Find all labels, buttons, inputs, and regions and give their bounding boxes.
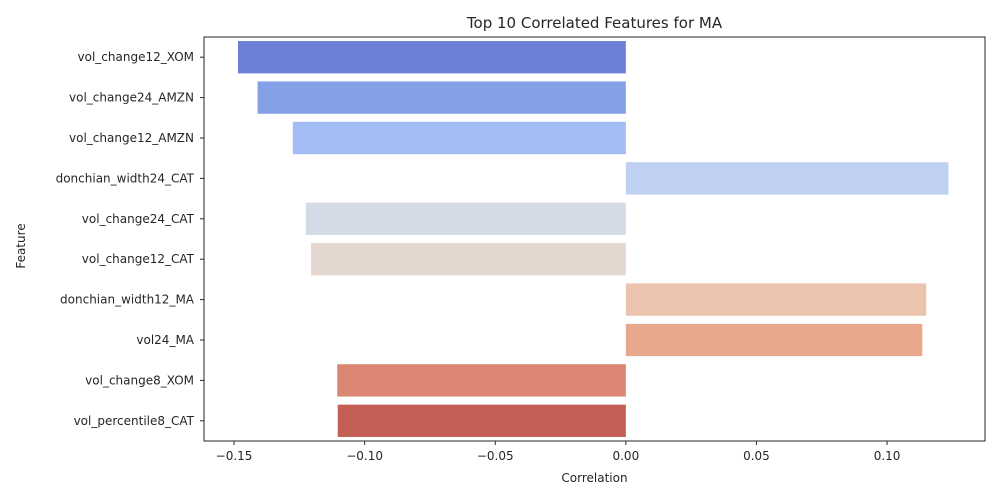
x-tick-label: 0.05: [743, 449, 770, 463]
bars-group: [237, 41, 949, 437]
x-tick-label: 0.00: [612, 449, 639, 463]
x-axis-title: Correlation: [561, 471, 627, 485]
bar-vol_change12_CAT: [311, 243, 626, 276]
y-tick-label: vol_percentile8_CAT: [74, 414, 195, 428]
x-tick-label: −0.10: [346, 449, 383, 463]
y-axis-title: Feature: [14, 223, 28, 268]
chart-title: Top 10 Correlated Features for MA: [466, 14, 723, 32]
x-tick-label: 0.10: [874, 449, 901, 463]
bar-vol_change24_AMZN: [257, 81, 626, 114]
y-tick-label: donchian_width24_CAT: [56, 171, 195, 185]
y-axis-ticks: vol_change12_XOM vol_change24_AMZN vol_cha…: [56, 50, 204, 428]
plot-frame: [203, 36, 986, 442]
y-tick-label: vol24_MA: [136, 333, 194, 347]
bar-vol_change12_XOM: [237, 41, 626, 74]
x-tick-label: −0.15: [216, 449, 253, 463]
y-tick-label: vol_change12_CAT: [82, 252, 195, 266]
bar-vol_percentile8_CAT: [337, 404, 626, 437]
y-tick-label: vol_change24_AMZN: [69, 91, 194, 105]
bar-vol24_MA: [625, 323, 923, 357]
y-tick-label: vol_change24_CAT: [82, 212, 195, 226]
bar-vol_change12_AMZN: [292, 121, 626, 155]
bar-vol_change24_CAT: [305, 202, 626, 235]
bar-donchian_width12_MA: [625, 283, 927, 316]
x-tick-label: −0.05: [477, 449, 514, 463]
y-tick-label: vol_change12_AMZN: [69, 131, 194, 145]
y-tick-label: vol_change12_XOM: [78, 50, 194, 64]
y-tick-label: donchian_width12_MA: [60, 293, 195, 307]
y-tick-label: vol_change8_XOM: [85, 373, 194, 387]
bar-donchian_width24_CAT: [625, 162, 949, 195]
x-axis-ticks: −0.15 −0.10 −0.05 0.00 0.05 0.10: [216, 441, 901, 463]
bar-vol_change8_XOM: [337, 364, 626, 397]
